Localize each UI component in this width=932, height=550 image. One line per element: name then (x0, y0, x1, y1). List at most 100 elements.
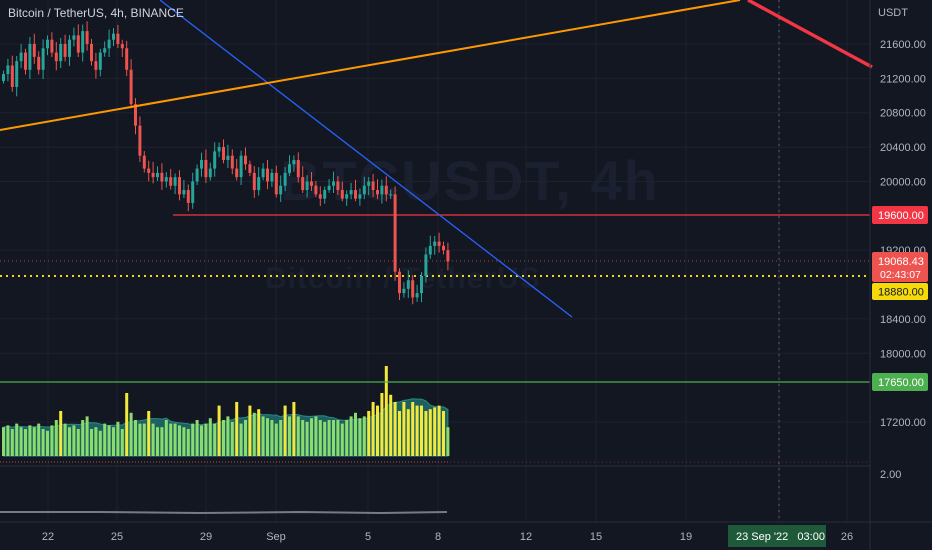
trendline-red[interactable] (747, 0, 873, 69)
candle-body (222, 147, 225, 160)
candle-body (244, 155, 247, 165)
candle-body (292, 159, 296, 165)
svg-text:17650.00: 17650.00 (878, 377, 924, 389)
trendline-blue[interactable] (159, 0, 573, 318)
candle-body (50, 39, 54, 53)
volume-bar (160, 427, 164, 456)
candle-body (213, 151, 217, 169)
candle-body (279, 185, 283, 195)
volume-bar (340, 423, 344, 456)
price-axis[interactable]: USDT 2.00 21600.00 21200.00 20800.00 20400.… (878, 7, 926, 481)
candle-body (37, 56, 41, 70)
volume-bar (279, 420, 283, 456)
candle-body (376, 190, 379, 195)
candle-body (182, 190, 186, 195)
candle-body (129, 69, 133, 105)
price-axis-tick: 20800.00 (880, 108, 926, 120)
time-axis-tick: Sep (266, 531, 286, 543)
volume-bar (54, 420, 58, 456)
volume-bar (50, 425, 54, 456)
volume-bar (103, 423, 107, 456)
candle-body (398, 271, 401, 294)
candle-body (446, 250, 450, 262)
volume-bar (90, 429, 93, 456)
currency-label: USDT (878, 7, 908, 19)
volume-bar (239, 423, 243, 456)
candle-body (402, 288, 406, 294)
candle-body (98, 52, 102, 70)
resistance-price-label: 19600.00 (872, 206, 928, 224)
volume-bar (32, 427, 36, 456)
volume-bar (186, 429, 190, 456)
time-axis-tick: 29 (200, 531, 212, 543)
candle-body (208, 168, 212, 178)
volume-bar (19, 427, 23, 456)
candle-body (362, 185, 366, 195)
time-axis-tick: 22 (42, 531, 54, 543)
candle-body (81, 31, 85, 53)
volume-bar (367, 411, 371, 456)
volume-bar (393, 402, 397, 456)
candle-body (266, 168, 269, 182)
volume-bar (270, 420, 274, 456)
candle-body (76, 35, 80, 53)
candle-body (371, 181, 375, 191)
volume-bar (195, 420, 199, 456)
volume-bar (261, 416, 265, 456)
time-axis-tick: 5 (365, 531, 371, 543)
price-axis-tick: 20400.00 (880, 142, 926, 154)
volume-bar (266, 418, 269, 456)
indicator-axis-tick: 2.00 (880, 469, 901, 481)
current-price-label: 19068.43 02:43:07 (872, 252, 928, 282)
candle-body (415, 293, 419, 298)
candle-body (288, 164, 291, 173)
volume-bar (424, 411, 428, 456)
candle-body (107, 39, 111, 49)
volume-bar (72, 425, 76, 456)
candle-body (358, 194, 362, 199)
candle-body (257, 177, 261, 191)
volume-bar (327, 420, 331, 456)
volume-bar (235, 402, 239, 456)
candle-body (442, 245, 445, 251)
symbol-title[interactable]: Bitcoin / TetherUS, 4h, BINANCE (8, 6, 184, 20)
candle-body (116, 33, 120, 44)
volume-bar (380, 393, 384, 456)
indicator-line (0, 510, 448, 515)
trendline-orange[interactable] (0, 0, 741, 131)
candle-body (327, 185, 331, 191)
volume-bar (59, 411, 63, 456)
candle-body (28, 44, 32, 70)
time-axis-tick: 19 (680, 531, 692, 543)
candle-body (151, 172, 155, 178)
volume-bar (274, 423, 278, 456)
candle-body (138, 125, 142, 156)
price-axis-tick: 21200.00 (880, 73, 926, 85)
candle-body (248, 164, 252, 173)
volume-bar (213, 423, 217, 456)
candle-body (59, 44, 63, 62)
candle-body (336, 181, 340, 191)
volume-bar (301, 420, 305, 456)
price-axis-tick: 18000.00 (880, 348, 926, 360)
candle-body (406, 280, 410, 289)
candle-body (393, 194, 397, 272)
dotted-level-price-label: 18880.00 (872, 283, 928, 300)
volume-bar (420, 405, 423, 456)
volume-bar (362, 416, 366, 456)
candle-body (301, 177, 305, 191)
price-axis-tick: 20000.00 (880, 176, 926, 188)
volume-bar (41, 429, 45, 456)
candle-body (32, 44, 36, 57)
price-axis-tick: 18400.00 (880, 314, 926, 326)
volume-bar (442, 411, 445, 456)
volume-bar (248, 405, 252, 456)
time-axis[interactable]: 22 25 29 Sep 5 8 12 15 19 26 (42, 531, 853, 543)
candle-body (2, 74, 5, 81)
candle-body (217, 147, 221, 152)
svg-text:23 Sep '22 03:00: 23 Sep '22 03:00 (736, 531, 825, 543)
volume-bar (252, 412, 256, 456)
volume-bar (226, 416, 230, 456)
